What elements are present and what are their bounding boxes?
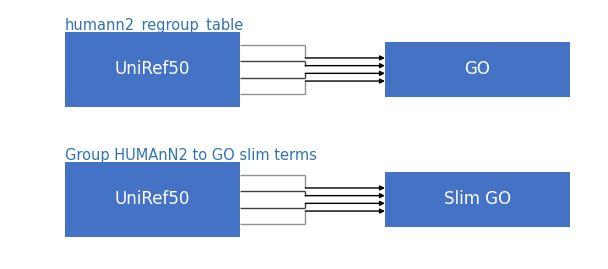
Text: UniRef50: UniRef50 (115, 61, 190, 79)
Bar (385, 42, 570, 97)
Text: Group HUMAnN2 to GO slim terms: Group HUMAnN2 to GO slim terms (65, 148, 317, 163)
Text: GO: GO (465, 61, 491, 79)
Bar (65, 32, 240, 107)
Bar (385, 172, 570, 227)
Text: humann2_regroup_table: humann2_regroup_table (65, 18, 244, 34)
Bar (65, 162, 240, 237)
Text: UniRef50: UniRef50 (115, 190, 190, 208)
Text: Slim GO: Slim GO (444, 190, 511, 208)
